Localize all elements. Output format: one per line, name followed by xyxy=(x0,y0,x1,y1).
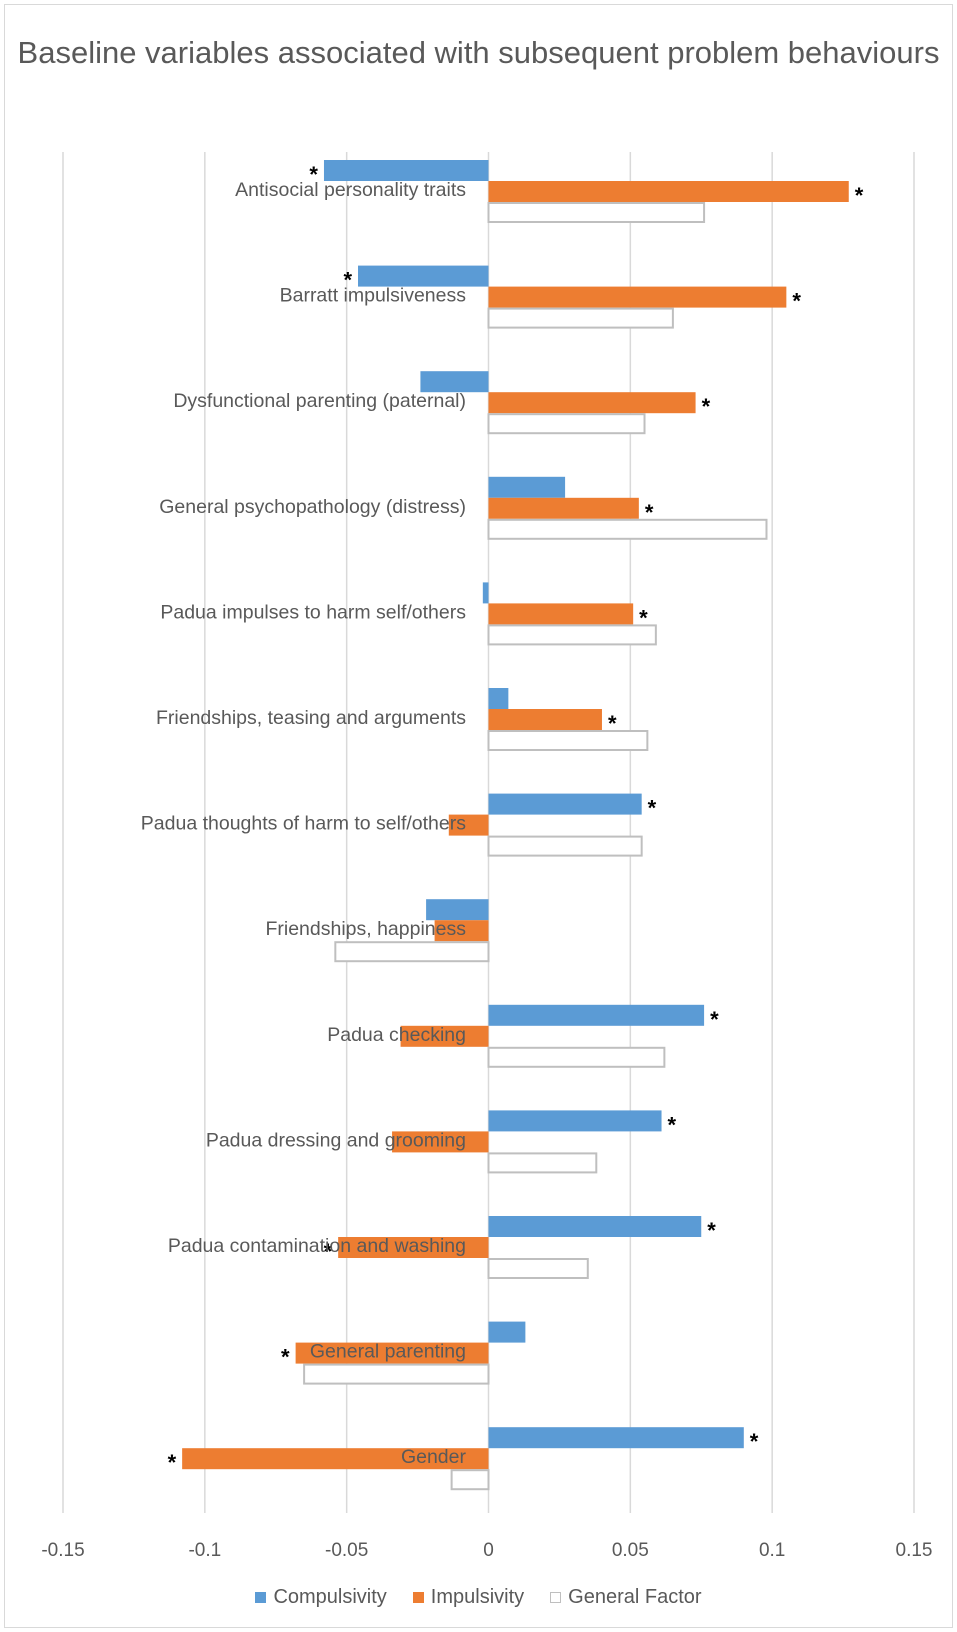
bar-general-factor xyxy=(487,835,643,857)
x-tick-label: -0.05 xyxy=(325,1540,368,1561)
category-label: Padua thoughts of harm to self/others xyxy=(141,813,466,835)
x-tick-label: 0.05 xyxy=(612,1540,649,1561)
legend-item-compulsivity: Compulsivity xyxy=(255,1586,387,1609)
bar-general-factor xyxy=(450,1469,490,1491)
category-label: Padua dressing and grooming xyxy=(206,1129,466,1151)
significance-marker: * xyxy=(639,605,648,630)
x-tick-label: -0.15 xyxy=(41,1540,84,1561)
category-label: Padua contamination and washing xyxy=(168,1235,466,1257)
bar-impulsivity xyxy=(295,1342,489,1364)
legend: Compulsivity Impulsivity General Factor xyxy=(0,1586,957,1609)
x-tick-label: -0.1 xyxy=(188,1540,221,1561)
bar-general-factor xyxy=(487,413,646,435)
x-axis-ticks: -0.15 -0.1 -0.05 0 0.05 0.1 0.15 xyxy=(41,1540,932,1561)
bar-compulsivity xyxy=(488,476,566,498)
bar-compulsivity xyxy=(482,582,489,604)
significance-marker: * xyxy=(710,1007,719,1032)
significance-marker: * xyxy=(608,711,617,736)
x-tick-label: 0 xyxy=(483,1540,494,1561)
legend-label: Impulsivity xyxy=(430,1586,525,1608)
bar-general-factor xyxy=(303,1363,490,1385)
significance-marker: * xyxy=(648,796,657,821)
category-label: Barratt impulsiveness xyxy=(280,285,467,307)
bar-impulsivity xyxy=(400,1025,489,1047)
significance-marker: * xyxy=(668,1112,677,1137)
bar-general-factor xyxy=(487,1046,666,1068)
legend-item-impulsivity: Impulsivity xyxy=(412,1586,525,1609)
bar-compulsivity xyxy=(488,1427,744,1449)
x-tick-label: 0.1 xyxy=(759,1540,785,1561)
legend-item-general-factor: General Factor xyxy=(550,1586,702,1609)
category-label: Padua checking xyxy=(327,1024,466,1046)
category-label: General psychopathology (distress) xyxy=(159,496,466,518)
significance-marker: * xyxy=(702,394,711,419)
bar-general-factor xyxy=(487,730,649,751)
bar-compulsivity xyxy=(323,160,489,181)
bar-compulsivity xyxy=(420,371,489,393)
legend-swatch xyxy=(550,1592,562,1603)
category-label: Gender xyxy=(401,1446,467,1468)
bar-impulsivity xyxy=(488,286,787,308)
bar-impulsivity xyxy=(488,181,849,202)
significance-marker: * xyxy=(645,500,654,525)
chart-frame xyxy=(4,4,953,1628)
significance-marker: * xyxy=(309,162,318,187)
legend-swatch xyxy=(255,1592,267,1603)
category-label: Antisocial personality traits xyxy=(235,179,466,201)
bar-compulsivity xyxy=(358,265,489,287)
significance-marker: * xyxy=(281,1345,290,1370)
significance-marker: * xyxy=(324,1239,333,1264)
significance-marker: * xyxy=(855,183,864,208)
category-label: Friendships, happiness xyxy=(265,918,466,940)
bar-general-factor xyxy=(487,624,657,646)
bar-compulsivity xyxy=(488,1004,705,1026)
bar-general-factor xyxy=(334,941,490,963)
bar-impulsivity xyxy=(488,709,602,730)
category-labels: Antisocial personality traits Barratt imp… xyxy=(141,179,467,1468)
bar-general-factor xyxy=(487,1152,598,1174)
bar-impulsivity xyxy=(488,603,634,625)
bar-compulsivity xyxy=(488,793,642,815)
bar-impulsivity xyxy=(392,1131,489,1153)
legend-swatch xyxy=(412,1592,424,1603)
bar-compulsivity xyxy=(488,1216,702,1237)
gridlines xyxy=(62,152,915,1513)
bar-general-factor xyxy=(487,1258,589,1279)
bar-compulsivity xyxy=(488,1110,662,1132)
significance-marker: * xyxy=(792,289,801,314)
bar-general-factor xyxy=(487,202,706,223)
significance-marker: * xyxy=(343,268,352,293)
bar-impulsivity xyxy=(434,920,489,942)
bar-impulsivity xyxy=(182,1448,489,1470)
significance-marker: * xyxy=(750,1429,759,1454)
bar-impulsivity xyxy=(488,497,639,519)
bars: * * * * * * * * * * * * * * * * xyxy=(168,160,864,1491)
significance-marker: * xyxy=(168,1450,177,1475)
bar-compulsivity xyxy=(488,1321,526,1343)
category-label: General parenting xyxy=(310,1341,466,1363)
bar-compulsivity xyxy=(426,899,489,921)
legend-label: Compulsivity xyxy=(273,1586,387,1608)
bar-general-factor xyxy=(487,518,768,540)
legend-label: General Factor xyxy=(568,1586,702,1608)
bar-impulsivity xyxy=(448,814,489,836)
category-label: Friendships, teasing and arguments xyxy=(156,707,466,729)
category-label: Dysfunctional parenting (paternal) xyxy=(173,390,466,412)
bar-impulsivity xyxy=(338,1237,489,1258)
significance-marker: * xyxy=(707,1218,716,1243)
chart-title: Baseline variables associated with subse… xyxy=(17,35,940,70)
category-label: Padua impulses to harm self/others xyxy=(160,601,466,623)
bar-general-factor xyxy=(487,307,674,329)
bar-impulsivity xyxy=(488,392,696,414)
bar-compulsivity xyxy=(488,688,509,709)
x-tick-label: 0.15 xyxy=(896,1540,933,1561)
